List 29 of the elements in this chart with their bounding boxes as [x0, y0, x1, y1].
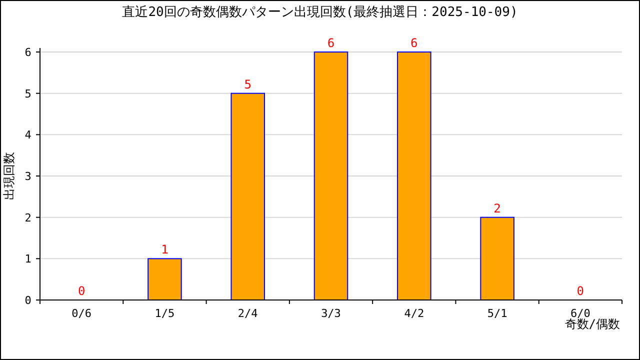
- y-tick-label: 4: [24, 128, 32, 142]
- bar: [480, 216, 514, 300]
- data-label: 6: [327, 36, 335, 50]
- bar: [314, 52, 348, 300]
- x-tick-label: 6/0: [570, 307, 590, 320]
- chart-title: 直近20回の奇数偶数パターン出現回数(最終抽選日：2025-10-09): [122, 5, 518, 20]
- y-axis-title: 出現回数: [2, 152, 16, 200]
- y-tick-label: 3: [24, 170, 32, 183]
- data-label: 5: [244, 77, 252, 92]
- data-label: 0: [576, 284, 584, 298]
- y-tick-label: 6: [24, 46, 32, 59]
- x-tick-label: 3/3: [321, 307, 341, 320]
- x-axis-title: 奇数/偶数: [564, 317, 620, 331]
- x-tick-label: 4/2: [404, 307, 424, 320]
- bar: [397, 52, 432, 300]
- data-label: 1: [161, 242, 168, 257]
- y-tick-label: 1: [24, 252, 32, 266]
- y-tick-label: 5: [24, 87, 32, 100]
- y-tick-label: 2: [24, 211, 32, 224]
- x-tick-label: 0/6: [72, 307, 92, 320]
- data-label: 2: [494, 201, 501, 216]
- bar: [230, 92, 265, 300]
- data-label: 6: [410, 36, 418, 50]
- x-tick-label: 5/1: [487, 307, 508, 320]
- data-label: 0: [78, 284, 86, 298]
- x-tick-label: 1/5: [154, 307, 175, 320]
- bar: [148, 258, 182, 300]
- x-tick-label: 2/4: [238, 307, 258, 320]
- y-tick-label: 0: [24, 294, 32, 307]
